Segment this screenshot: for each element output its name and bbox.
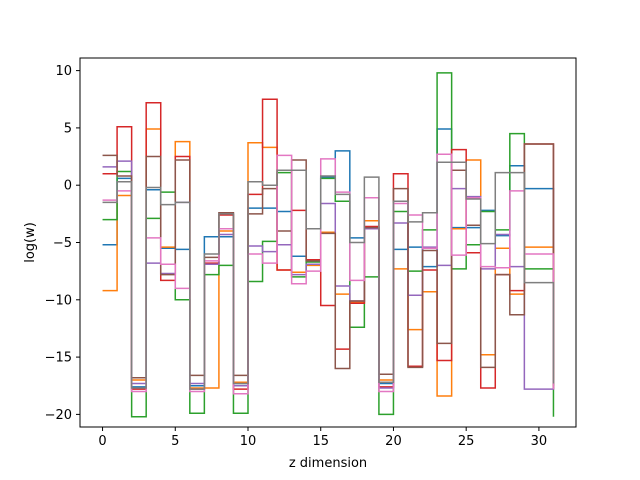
series-2-line (102, 72, 555, 418)
y-tick-label: 10 (55, 64, 72, 79)
series-6-line (102, 153, 555, 395)
y-tick-label: −10 (45, 293, 72, 308)
y-tick-label: 0 (64, 179, 72, 194)
x-tick-label: 20 (385, 434, 402, 449)
y-tick-label: 5 (64, 121, 72, 136)
x-tick-label: 15 (312, 434, 329, 449)
y-tick-label: −15 (45, 351, 72, 366)
series-5-line (102, 143, 555, 379)
y-axis-label: log(w) (23, 222, 38, 263)
series-7-line (102, 161, 555, 390)
y-tick-label: −20 (45, 408, 72, 423)
x-axis-label: z dimension (289, 456, 367, 471)
x-tick-label: 10 (240, 434, 257, 449)
series-3-line (102, 98, 555, 390)
x-tick-label: 5 (171, 434, 179, 449)
series-layer (102, 72, 555, 418)
x-tick-label: 30 (531, 434, 548, 449)
x-tick-label: 25 (458, 434, 475, 449)
x-tick-label: 0 (98, 434, 106, 449)
y-tick-label: −5 (53, 236, 72, 251)
y-axis: 10 5 0 −5 −10 −15 −20 (45, 64, 80, 423)
x-axis: 0 5 10 15 20 25 30 (98, 427, 547, 449)
